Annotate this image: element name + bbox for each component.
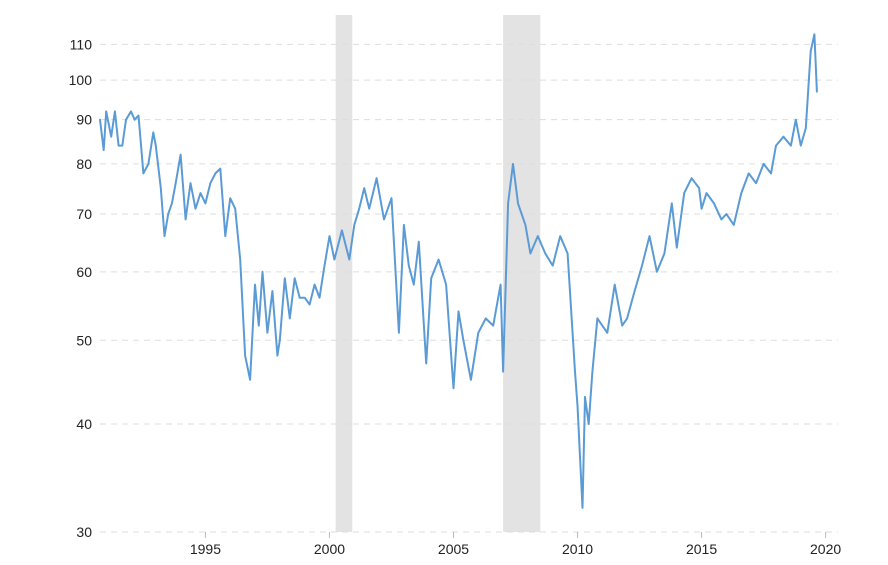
- x-tick-label: 2000: [314, 541, 345, 557]
- gridlines: [100, 43, 838, 533]
- x-tick-label: 2005: [438, 541, 469, 557]
- y-axis-ticks: 30 40 50 60 70 80 90 100 110: [69, 36, 93, 540]
- y-tick-label: 50: [76, 332, 92, 348]
- y-tick-label: 70: [76, 206, 92, 222]
- y-tick-label: 80: [76, 156, 92, 172]
- y-tick-label: 60: [76, 264, 92, 280]
- recession-band-1: [335, 15, 353, 532]
- x-axis-ticks: 1995 2000 2005 2010 2015 2020: [190, 532, 841, 557]
- series-group: [99, 33, 818, 509]
- y-tick-label: 110: [70, 36, 93, 52]
- y-tick-label: 30: [76, 524, 92, 540]
- series-line-1: [99, 33, 818, 509]
- y-tick-label: 40: [76, 416, 92, 432]
- x-tick-label: 2020: [810, 541, 841, 557]
- x-tick-label: 1995: [190, 541, 221, 557]
- y-tick-label: 90: [76, 112, 92, 128]
- y-tick-label: 100: [69, 72, 93, 88]
- recession-shading: [335, 15, 541, 532]
- recession-band-2: [503, 15, 541, 532]
- x-tick-label: 2010: [562, 541, 593, 557]
- x-tick-label: 2015: [686, 541, 717, 557]
